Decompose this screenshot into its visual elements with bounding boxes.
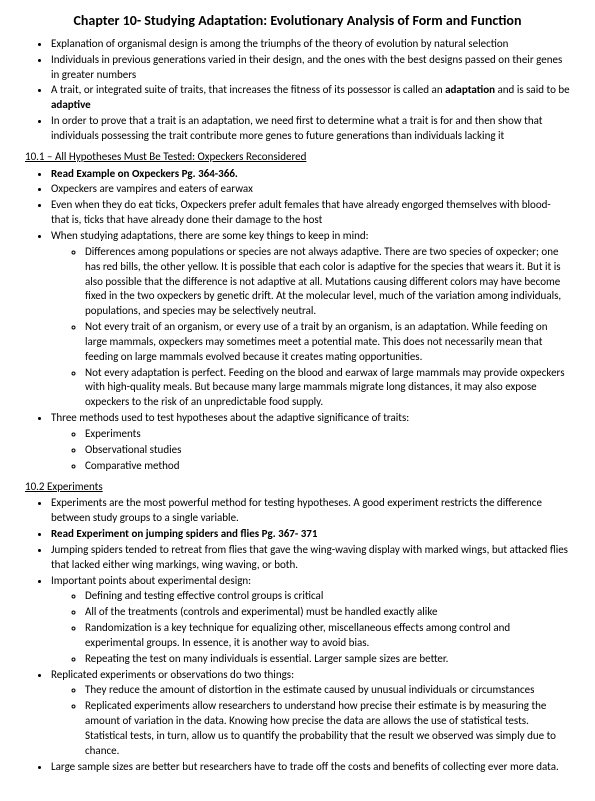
text: and is said to be <box>495 83 570 96</box>
sub-item: Comparative method <box>85 459 570 474</box>
section-10-2-list: Experiments are the most powerful method… <box>25 496 570 774</box>
list-item: When studying adaptations, there are som… <box>51 229 570 410</box>
read-example: Read Example on Oxpeckers Pg. 364-366. <box>51 167 570 182</box>
methods-sublist: Experiments Observational studies Compar… <box>51 427 570 474</box>
sub-item: Repeating the test on many individuals i… <box>85 652 570 667</box>
text: A trait, or integrated suite of traits, … <box>51 83 445 96</box>
section-10-1-list: Read Example on Oxpeckers Pg. 364-366. O… <box>25 167 570 474</box>
term-adaptive: adaptive <box>51 98 91 111</box>
sub-item: Observational studies <box>85 443 570 458</box>
text: Important points about experimental desi… <box>51 574 251 587</box>
list-item: Three methods used to test hypotheses ab… <box>51 411 570 473</box>
list-item: Experiments are the most powerful method… <box>51 496 570 526</box>
design-sublist: Defining and testing effective control g… <box>51 589 570 666</box>
section-10-1-head: 10.1 – All Hypotheses Must Be Tested: Ox… <box>25 150 570 165</box>
intro-item: Explanation of organismal design is amon… <box>51 37 570 52</box>
sub-item: Not every trait of an organism, or every… <box>85 320 570 365</box>
list-item: Even when they do eat ticks, Oxpeckers p… <box>51 198 570 228</box>
text: Three methods used to test hypotheses ab… <box>51 411 409 424</box>
sub-item: Differences among populations or species… <box>85 245 570 319</box>
text: Replicated experiments or observations d… <box>51 668 294 681</box>
sub-item: Randomization is a key technique for equ… <box>85 621 570 651</box>
list-item: Replicated experiments or observations d… <box>51 668 570 759</box>
list-item: Important points about experimental desi… <box>51 574 570 667</box>
sub-item: They reduce the amount of distortion in … <box>85 683 570 698</box>
sub-item: Replicated experiments allow researchers… <box>85 699 570 758</box>
sub-item: Not every adaptation is perfect. Feeding… <box>85 366 570 411</box>
adaptations-sublist: Differences among populations or species… <box>51 245 570 410</box>
read-experiment: Read Experiment on jumping spiders and f… <box>51 527 570 542</box>
list-item: Large sample sizes are better but resear… <box>51 760 570 775</box>
replication-sublist: They reduce the amount of distortion in … <box>51 683 570 758</box>
intro-item: In order to prove that a trait is an ada… <box>51 114 570 144</box>
section-10-2-head: 10.2 Experiments <box>25 480 570 495</box>
list-item: Oxpeckers are vampires and eaters of ear… <box>51 182 570 197</box>
sub-item: Experiments <box>85 427 570 442</box>
intro-item: Individuals in previous generations vari… <box>51 53 570 83</box>
intro-item: A trait, or integrated suite of traits, … <box>51 83 570 113</box>
intro-list: Explanation of organismal design is amon… <box>25 37 570 144</box>
term-adaptation: adaptation <box>445 83 495 96</box>
text: When studying adaptations, there are som… <box>51 229 369 242</box>
chapter-title: Chapter 10- Studying Adaptation: Evoluti… <box>25 12 570 31</box>
sub-item: All of the treatments (controls and expe… <box>85 605 570 620</box>
list-item: Jumping spiders tended to retreat from f… <box>51 543 570 573</box>
sub-item: Defining and testing effective control g… <box>85 589 570 604</box>
